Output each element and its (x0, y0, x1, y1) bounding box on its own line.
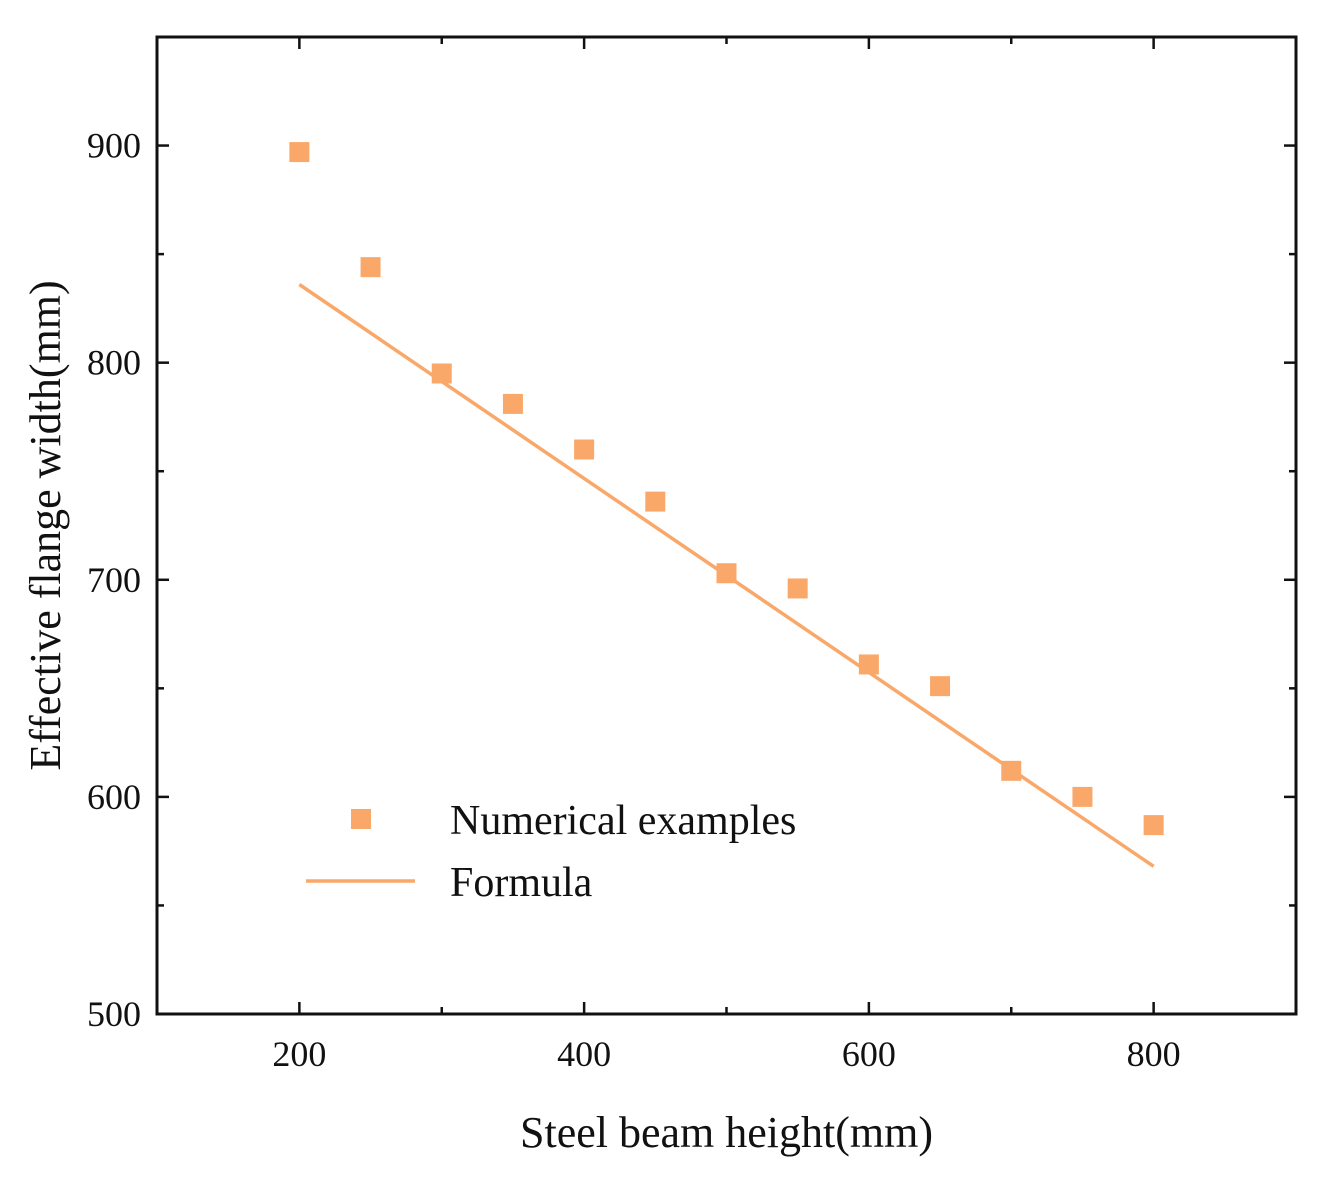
series-layer (289, 142, 1164, 868)
x-tick-label-800: 800 (1127, 1034, 1181, 1074)
data-point-250 (360, 257, 381, 278)
y-axis-title: Effective flange width(mm) (21, 280, 70, 770)
data-point-700 (1001, 760, 1022, 781)
data-point-500 (716, 563, 737, 584)
y-tick-label-500: 500 (87, 994, 141, 1034)
data-point-800 (1143, 815, 1164, 836)
data-point-750 (1072, 786, 1093, 807)
data-point-200 (289, 142, 310, 163)
data-point-450 (645, 491, 666, 512)
legend: Numerical examples Formula (306, 798, 796, 906)
x-tick-label-200: 200 (272, 1034, 326, 1074)
x-axis-title: Steel beam height(mm) (520, 1108, 933, 1157)
x-tick-label-600: 600 (842, 1034, 896, 1074)
y-tick-label-700: 700 (87, 560, 141, 600)
legend-label-formula: Formula (450, 860, 593, 906)
plot-frame (155, 35, 1298, 1016)
legend-marker-numerical-examples (351, 809, 371, 829)
legend-label-numerical-examples: Numerical examples (450, 798, 796, 844)
y-tick-label-900: 900 (87, 126, 141, 166)
y-tick-label-600: 600 (87, 777, 141, 817)
data-point-300 (431, 363, 452, 384)
data-point-350 (502, 393, 523, 414)
data-point-400 (574, 439, 595, 460)
ticks-layer (157, 35, 1296, 1014)
x-tick-label-400: 400 (557, 1034, 611, 1074)
data-point-650 (930, 676, 951, 697)
data-point-550 (787, 578, 808, 599)
y-tick-label-800: 800 (87, 343, 141, 383)
tick-labels-layer: 200 400 600 800 500 600 700 800 900 (87, 126, 1181, 1074)
data-point-600 (858, 654, 879, 675)
